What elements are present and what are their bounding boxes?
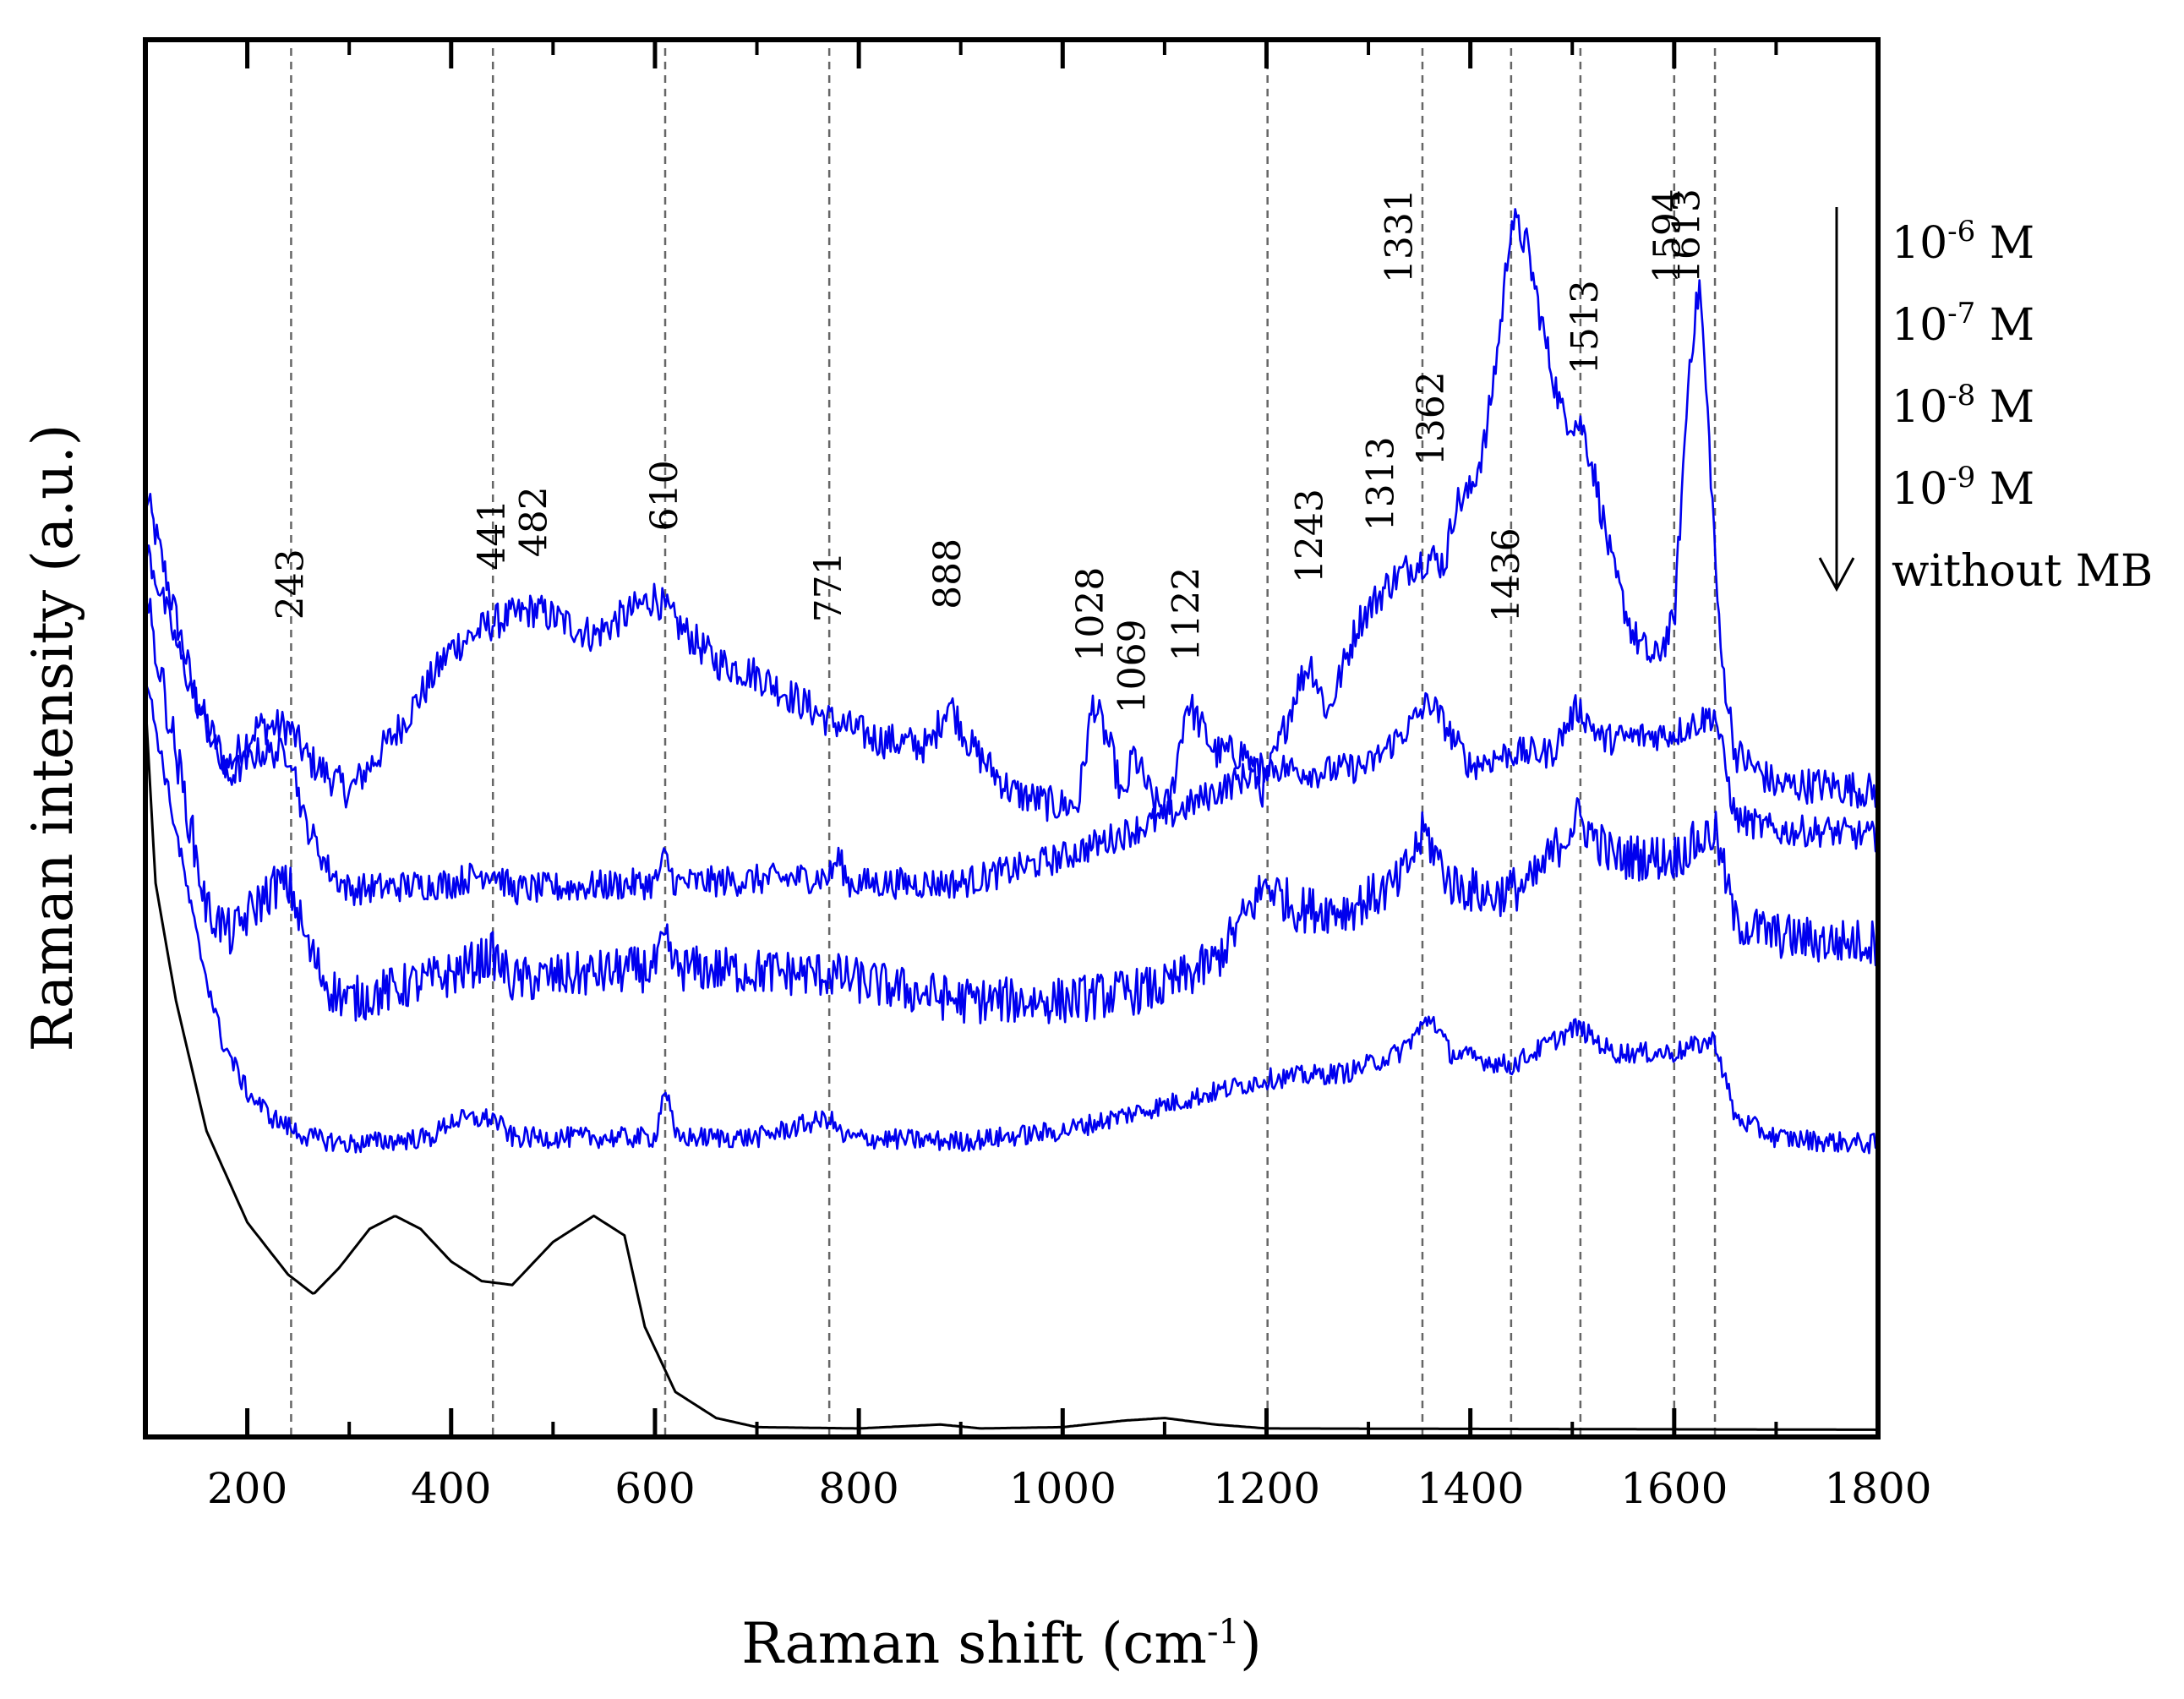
- legend-entry-base: 10: [1892, 382, 1947, 433]
- series-line-2: [144, 598, 1879, 1024]
- x-tick-label-1800: 1800: [1824, 1464, 1931, 1513]
- legend-entry-unit: M: [1975, 300, 2034, 351]
- axis-ticks: [245, 40, 1881, 1437]
- peak-label-441: 441: [471, 500, 514, 571]
- peak-label-1613: 1613: [1666, 188, 1709, 283]
- x-tick-labels: 200 400 600 800 1000 1200 1400 1600 1800: [207, 1464, 1932, 1513]
- legend-entry-base: without MB: [1892, 546, 2153, 597]
- plot-frame: [143, 37, 1881, 1440]
- legend-entry-unit: M: [1975, 382, 2034, 433]
- peak-reference-lines: [290, 48, 1717, 1437]
- series-line-4: [144, 700, 1878, 1431]
- x-tick-label-200: 200: [207, 1464, 287, 1513]
- x-tick-label-800: 800: [818, 1464, 898, 1513]
- x-tick-label-1400: 1400: [1417, 1464, 1524, 1513]
- x-tick-label-600: 600: [614, 1464, 695, 1513]
- peak-label-1122: 1122: [1165, 567, 1208, 662]
- spectra-series: [144, 208, 1879, 1431]
- x-axis-title: Raman shift (cm-1): [741, 1611, 1261, 1676]
- legend-entry-base: 10: [1892, 218, 1947, 269]
- legend-entry-base: 10: [1892, 464, 1947, 515]
- legend-entry-0: 10-6 M: [1892, 215, 2034, 269]
- peak-label-610: 610: [643, 460, 686, 531]
- legend-entry-4: without MB: [1892, 546, 2153, 597]
- x-tick-label-1000: 1000: [1009, 1464, 1117, 1513]
- legend-entry-2: 10-8 M: [1892, 379, 2034, 433]
- legend-entry-unit: M: [1975, 218, 2034, 269]
- legend-entry-exponent: -8: [1947, 379, 1975, 412]
- legend-entry-3: 10-9 M: [1892, 461, 2034, 515]
- legend-entry-exponent: -7: [1947, 297, 1975, 331]
- y-axis-title: Raman intensity (a.u.): [20, 424, 85, 1052]
- peak-label-1028: 1028: [1069, 567, 1112, 662]
- legend-entry-1: 10-7 M: [1892, 297, 2034, 351]
- x-tick-label-400: 400: [411, 1464, 491, 1513]
- peak-label-1069: 1069: [1111, 619, 1155, 713]
- peak-label-888: 888: [926, 538, 969, 609]
- legend-entry-unit: M: [1975, 464, 2034, 515]
- series-line-3: [144, 680, 1878, 1155]
- legend-entry-exponent: -6: [1947, 215, 1975, 249]
- peak-label-771: 771: [807, 551, 850, 622]
- legend-entry-base: 10: [1892, 300, 1947, 351]
- peak-label-1436: 1436: [1485, 527, 1528, 622]
- peak-label-1313: 1313: [1360, 436, 1403, 531]
- peak-label-1594: 1594: [1646, 188, 1690, 283]
- peak-label-1331: 1331: [1378, 188, 1421, 283]
- peak-label-1513: 1513: [1564, 280, 1607, 374]
- legend-arrow-head: [1818, 557, 1855, 593]
- x-tick-label-1600: 1600: [1620, 1464, 1728, 1513]
- series-line-0: [144, 208, 1879, 822]
- legend-entry-exponent: -9: [1947, 461, 1975, 494]
- peak-label-1243: 1243: [1288, 489, 1331, 583]
- peak-label-482: 482: [513, 486, 556, 557]
- peak-label-243: 243: [269, 549, 312, 620]
- series-line-1: [144, 533, 1879, 906]
- x-tick-label-1200: 1200: [1213, 1464, 1320, 1513]
- peak-label-1362: 1362: [1410, 371, 1453, 466]
